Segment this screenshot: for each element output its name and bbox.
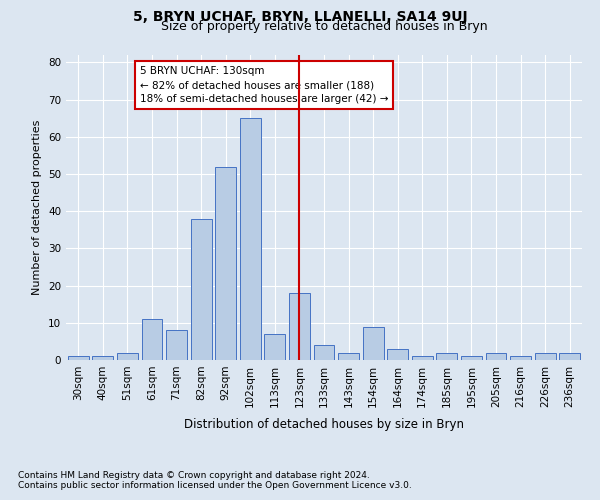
Bar [240, 118, 261, 360]
Bar [289, 293, 310, 360]
Y-axis label: Number of detached properties: Number of detached properties [32, 120, 43, 295]
Bar [535, 352, 556, 360]
Bar [436, 352, 457, 360]
Bar [142, 319, 163, 360]
Bar [117, 352, 138, 360]
Bar [68, 356, 89, 360]
Text: Contains HM Land Registry data © Crown copyright and database right 2024.
Contai: Contains HM Land Registry data © Crown c… [18, 470, 412, 490]
Bar [510, 356, 531, 360]
Text: 5, BRYN UCHAF, BRYN, LLANELLI, SA14 9UJ: 5, BRYN UCHAF, BRYN, LLANELLI, SA14 9UJ [133, 10, 467, 24]
Bar [559, 352, 580, 360]
Bar [92, 356, 113, 360]
Bar [314, 345, 334, 360]
Text: 5 BRYN UCHAF: 130sqm
← 82% of detached houses are smaller (188)
18% of semi-deta: 5 BRYN UCHAF: 130sqm ← 82% of detached h… [140, 66, 388, 104]
X-axis label: Distribution of detached houses by size in Bryn: Distribution of detached houses by size … [184, 418, 464, 431]
Bar [265, 334, 286, 360]
Title: Size of property relative to detached houses in Bryn: Size of property relative to detached ho… [161, 20, 487, 33]
Bar [338, 352, 359, 360]
Bar [166, 330, 187, 360]
Bar [387, 349, 408, 360]
Bar [191, 218, 212, 360]
Bar [461, 356, 482, 360]
Bar [362, 326, 383, 360]
Bar [485, 352, 506, 360]
Bar [215, 166, 236, 360]
Bar [412, 356, 433, 360]
